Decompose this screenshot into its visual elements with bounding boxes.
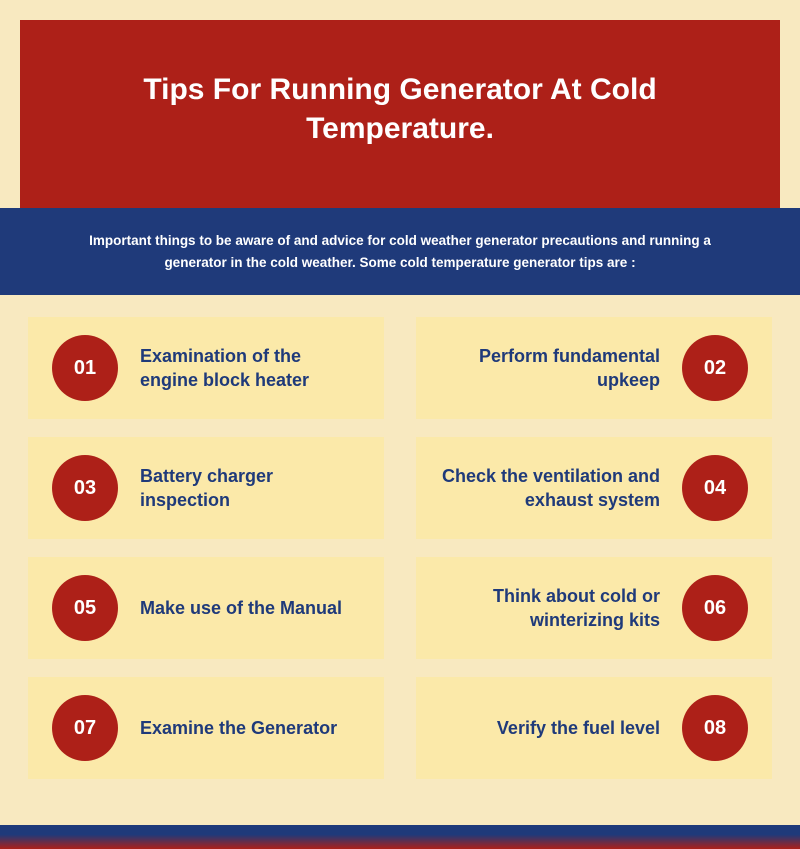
- page-title: Tips For Running Generator At Cold Tempe…: [100, 70, 700, 148]
- tip-number-badge: 03: [52, 455, 118, 521]
- tip-card: 04 Check the ventilation and exhaust sys…: [416, 437, 772, 539]
- footer-gradient-bar: [0, 825, 800, 849]
- subheader-text: Important things to be aware of and advi…: [89, 233, 711, 270]
- tip-number-badge: 08: [682, 695, 748, 761]
- tip-number-badge: 07: [52, 695, 118, 761]
- infographic-page: Tips For Running Generator At Cold Tempe…: [0, 0, 800, 849]
- tip-text: Think about cold or winterizing kits: [440, 584, 660, 633]
- tip-text: Perform fundamental upkeep: [440, 344, 660, 393]
- tip-text: Check the ventilation and exhaust system: [440, 464, 660, 513]
- tip-card: 02 Perform fundamental upkeep: [416, 317, 772, 419]
- tip-number-badge: 01: [52, 335, 118, 401]
- tip-number-badge: 02: [682, 335, 748, 401]
- tip-text: Examination of the engine block heater: [140, 344, 360, 393]
- tip-card: 05 Make use of the Manual: [28, 557, 384, 659]
- tip-card: 01 Examination of the engine block heate…: [28, 317, 384, 419]
- tip-card: 07 Examine the Generator: [28, 677, 384, 779]
- tip-card: 03 Battery charger inspection: [28, 437, 384, 539]
- tip-text: Battery charger inspection: [140, 464, 360, 513]
- tip-number-badge: 04: [682, 455, 748, 521]
- tip-text: Verify the fuel level: [440, 716, 660, 740]
- tip-card: 06 Think about cold or winterizing kits: [416, 557, 772, 659]
- tip-text: Examine the Generator: [140, 716, 360, 740]
- tip-number-badge: 06: [682, 575, 748, 641]
- tips-grid: 01 Examination of the engine block heate…: [0, 295, 800, 801]
- tip-number-badge: 05: [52, 575, 118, 641]
- subheader-block: Important things to be aware of and advi…: [0, 208, 800, 295]
- header-block: Tips For Running Generator At Cold Tempe…: [20, 20, 780, 208]
- tip-text: Make use of the Manual: [140, 596, 360, 620]
- tip-card: 08 Verify the fuel level: [416, 677, 772, 779]
